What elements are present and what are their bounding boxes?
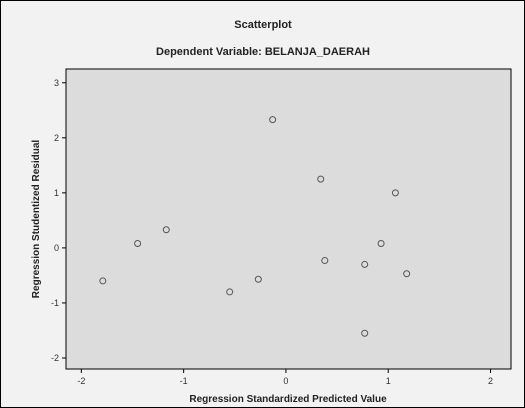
data-points <box>99 116 411 337</box>
plot-area <box>65 68 512 370</box>
y-axis-label: Regression Studentized Residual <box>31 140 42 299</box>
scatter-point <box>377 239 385 247</box>
scatter-point <box>226 288 234 296</box>
scatter-point <box>134 239 142 247</box>
scatter-point <box>361 329 369 337</box>
axis-ticks: -2 -1 0 1 2 -2 -1 0 1 2 3 <box>51 78 493 386</box>
scatter-point <box>361 260 369 268</box>
x-axis-label: Regression Standardized Predicted Value <box>189 394 387 405</box>
scatter-point <box>269 116 277 124</box>
scatter-point <box>99 277 107 285</box>
x-tick-label: 1 <box>386 376 391 386</box>
x-tick-label: -1 <box>180 376 188 386</box>
scatter-point <box>321 257 329 265</box>
y-tick-label: 0 <box>54 243 59 253</box>
y-tick-label: 3 <box>54 78 59 88</box>
scatter-point <box>391 189 399 197</box>
y-tick-label: 2 <box>54 133 59 143</box>
scatter-point <box>403 270 411 278</box>
scatter-point <box>162 226 170 234</box>
x-tick-label: 0 <box>283 376 288 386</box>
scatter-point <box>254 275 262 283</box>
scatter-point <box>317 175 325 183</box>
x-tick-label: -2 <box>77 376 85 386</box>
x-tick-label: 2 <box>488 376 493 386</box>
chart-title: Scatterplot <box>234 19 292 31</box>
y-tick-label: 1 <box>54 188 59 198</box>
y-tick-label: -2 <box>51 353 59 363</box>
y-tick-label: -1 <box>51 298 59 308</box>
chart-subtitle: Dependent Variable: BELANJA_DAERAH <box>156 46 370 58</box>
